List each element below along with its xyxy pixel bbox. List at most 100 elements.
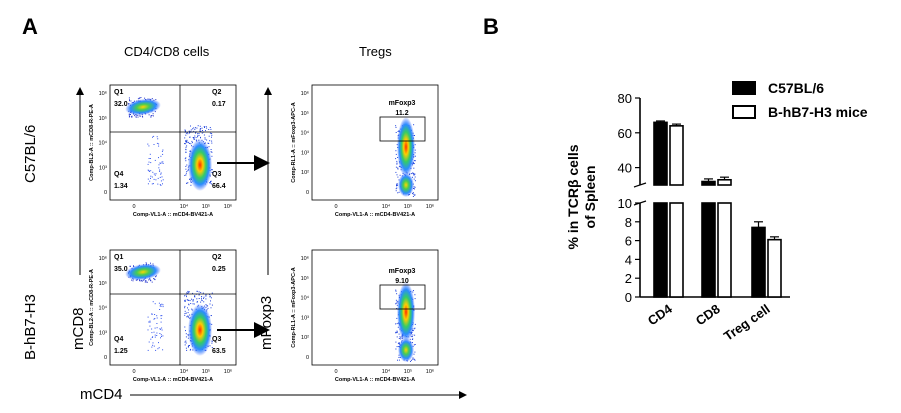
event-dot	[187, 307, 188, 309]
event-dot	[128, 97, 130, 99]
event-dot	[152, 136, 153, 138]
event-dot	[187, 312, 189, 314]
event-dot	[209, 127, 211, 128]
event-dot	[184, 143, 185, 145]
event-dot	[185, 141, 187, 143]
event-dot	[153, 144, 155, 145]
event-dot	[186, 292, 188, 294]
event-dot	[161, 303, 163, 305]
event-dot	[414, 351, 416, 353]
event-dot	[185, 132, 187, 134]
bar-cd4-bhb7h3	[669, 123, 684, 298]
event-dot	[185, 160, 187, 162]
event-dot	[195, 127, 196, 129]
event-dot	[152, 115, 154, 117]
event-dot	[158, 342, 159, 344]
event-dot	[412, 192, 414, 194]
event-dot	[157, 138, 159, 140]
event-dot	[188, 143, 190, 144]
event-dot	[186, 139, 188, 141]
event-dot	[159, 162, 161, 164]
event-dot	[192, 128, 194, 130]
quadrant-value-q1: 32.0	[114, 101, 128, 108]
event-dot	[147, 163, 149, 165]
plot-frame	[109, 249, 237, 366]
event-dot	[411, 359, 412, 361]
event-dot	[209, 303, 211, 305]
event-dot	[395, 323, 397, 325]
event-dot	[150, 279, 152, 281]
event-dot	[185, 342, 187, 344]
event-dot	[211, 347, 213, 348]
event-dot	[412, 358, 414, 360]
event-dot	[196, 301, 198, 303]
event-dot	[202, 130, 203, 131]
y-tick-label: 40	[618, 161, 632, 176]
event-dot	[398, 191, 400, 193]
col-title-tregs: Tregs	[359, 44, 392, 59]
event-dot	[151, 313, 153, 315]
event-dot	[193, 303, 195, 305]
event-dot	[150, 262, 151, 264]
event-dot	[211, 292, 213, 294]
x-tick-label: 10⁴	[180, 203, 189, 210]
event-dot	[161, 335, 162, 337]
event-dot	[186, 140, 187, 142]
event-dot	[395, 348, 397, 350]
event-dot	[187, 292, 189, 294]
event-dot	[209, 132, 211, 134]
x-tick-label: 10⁶	[426, 368, 434, 375]
event-dot	[156, 335, 158, 336]
event-dot	[396, 331, 398, 333]
event-dot	[396, 330, 398, 332]
cd4cd8-plot-bhb7h3: 10⁶ 10⁵ 10⁴ 10³ 0 0 10⁴ 10⁵ 10⁶ Q1 35.0 Q2 0.25 Q3 63.…	[89, 249, 237, 383]
quadrant-value-q3: 63.5	[212, 348, 226, 355]
density-blob	[188, 304, 212, 356]
event-dot	[147, 183, 149, 185]
event-dot	[160, 315, 162, 317]
event-dot	[160, 155, 162, 157]
event-dot	[201, 300, 203, 302]
y-tick-label: 10³	[99, 165, 107, 171]
event-dot	[159, 169, 161, 171]
x-tick-label: 10⁵	[404, 368, 412, 375]
event-dot	[191, 145, 192, 147]
event-dot	[156, 327, 158, 329]
event-dot	[157, 177, 159, 179]
event-dot	[141, 280, 143, 282]
event-dot	[198, 294, 200, 296]
y-tick-label: 60	[618, 126, 632, 141]
y-channel-label: Comp-BL2-A :: mCD8-R-PE-A	[89, 104, 95, 181]
event-dot	[209, 345, 211, 347]
event-dot	[156, 315, 158, 317]
quadrant-name-q4: Q4	[114, 336, 123, 343]
event-dot	[185, 143, 187, 145]
x-channel-label: Comp-VL1-A :: mCD4-BV421-A	[133, 377, 213, 383]
event-dot	[209, 296, 211, 298]
gate-name: mFoxp3	[389, 268, 416, 275]
event-dot	[193, 137, 194, 139]
event-dot	[146, 281, 148, 283]
event-dot	[190, 184, 192, 186]
event-dot	[191, 309, 193, 311]
event-dot	[137, 114, 139, 116]
event-dot	[185, 140, 187, 142]
event-dot	[186, 299, 188, 301]
event-dot	[151, 313, 153, 315]
event-dot	[131, 279, 133, 281]
event-dot	[148, 279, 150, 281]
event-dot	[201, 297, 202, 299]
event-dot	[162, 179, 164, 181]
event-dot	[395, 125, 397, 127]
event-dot	[206, 305, 208, 307]
y-tick-label: 10⁵	[99, 280, 107, 287]
event-dot	[151, 176, 153, 178]
bar-lower-segment	[669, 202, 684, 298]
y-tick-label: 10⁴	[301, 130, 310, 137]
event-dot	[410, 360, 411, 362]
event-dot	[151, 98, 153, 100]
event-dot	[206, 127, 208, 129]
event-dot	[395, 126, 397, 128]
event-dot	[159, 328, 161, 330]
event-dot	[211, 342, 213, 344]
